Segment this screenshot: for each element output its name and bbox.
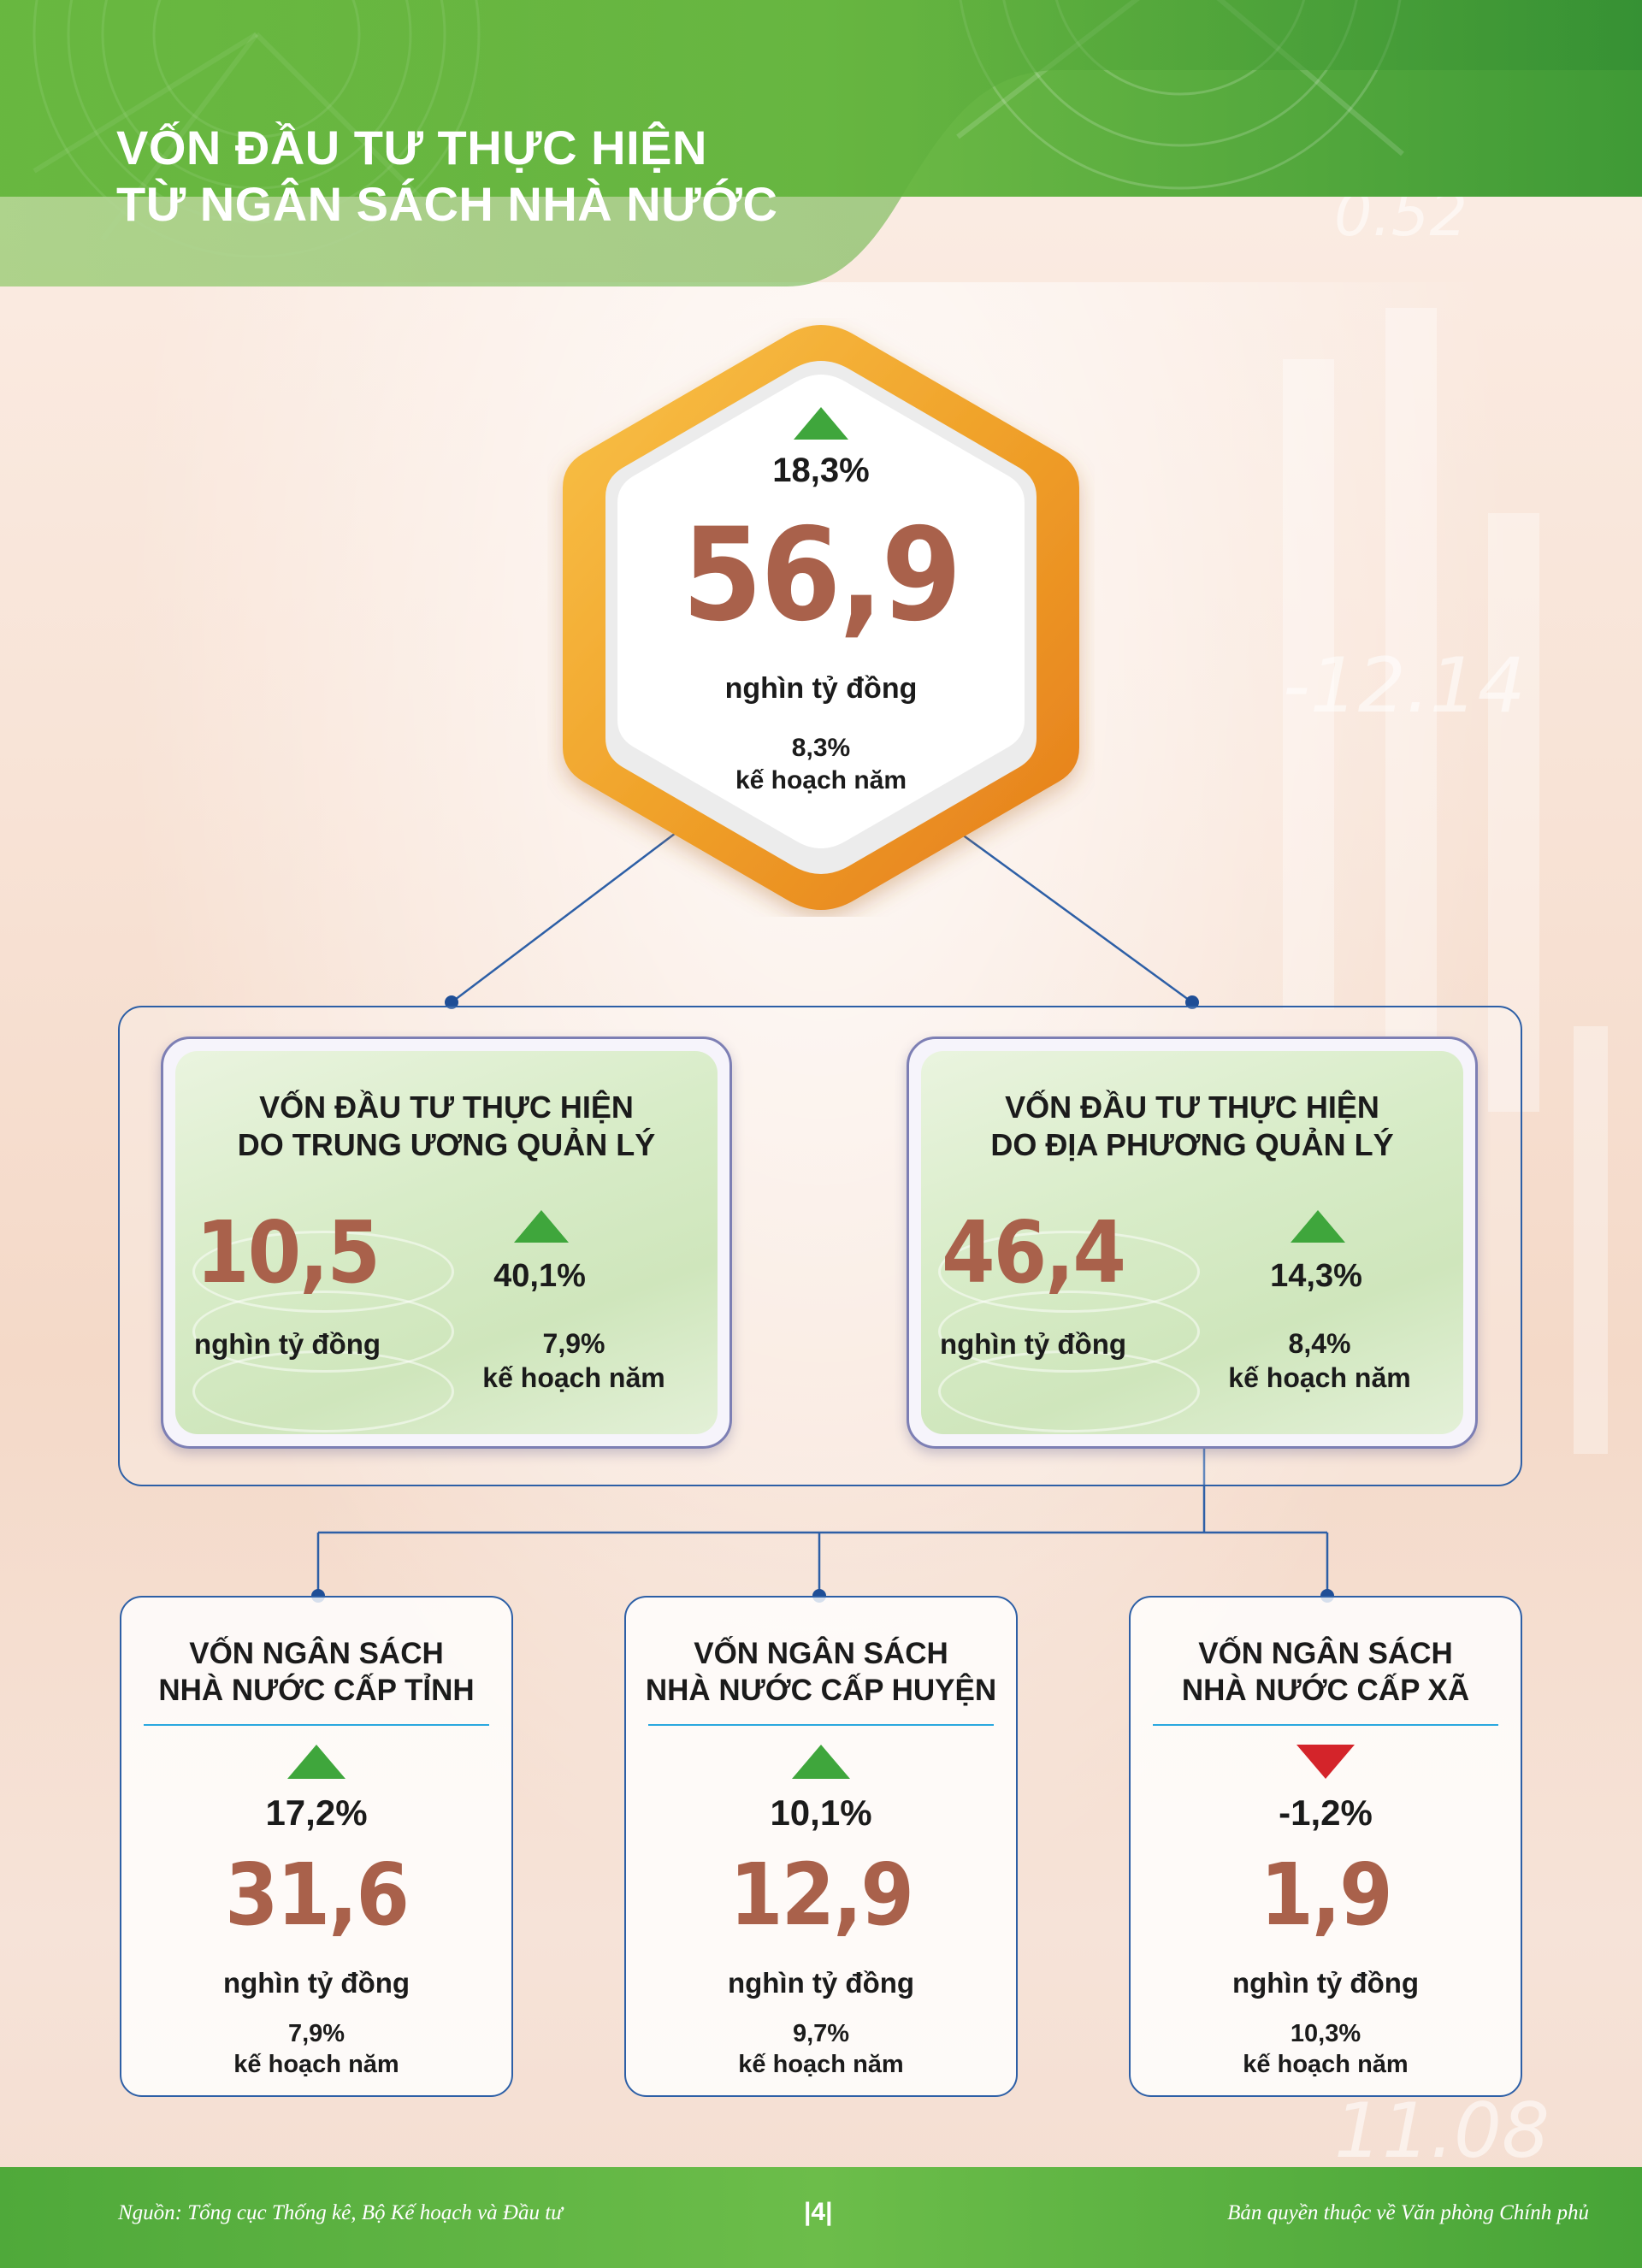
box-title-line1: VỐN NGÂN SÁCH — [694, 1637, 948, 1670]
trend-up-icon — [1291, 1210, 1345, 1243]
box-title-line2: NHÀ NƯỚC CẤP TỈNH — [158, 1674, 475, 1707]
local-change: 14,3% — [1270, 1258, 1362, 1294]
background-bar — [1385, 308, 1437, 1078]
card-background — [175, 1051, 718, 1434]
commune-plan-pct: 10,3% — [1290, 2020, 1361, 2047]
total-unit: nghìn tỷ đồng — [724, 672, 918, 705]
card-title-line1: VỐN ĐẦU TƯ THỰC HIỆN — [1005, 1090, 1379, 1125]
commune-plan-label: kế hoạch năm — [1243, 2051, 1409, 2078]
trend-up-icon — [287, 1745, 346, 1779]
central-plan: 7,9% kế hoạch năm — [471, 1326, 676, 1395]
background-number: -12.14 — [1283, 641, 1526, 729]
box-title: VỐN NGÂN SÁCH NHÀ NƯỚC CẤP TỈNH — [121, 1635, 511, 1709]
trend-up-icon — [794, 407, 848, 440]
hexagon-shape — [563, 325, 1079, 910]
local-plan: 8,4% kế hoạch năm — [1217, 1326, 1422, 1395]
district-unit: nghìn tỷ đồng — [727, 1967, 915, 1999]
local-plan-pct: 8,4% — [1288, 1328, 1351, 1359]
card-title: VỐN ĐẦU TƯ THỰC HIỆN DO ĐỊA PHƯƠNG QUẢN … — [909, 1089, 1475, 1164]
page-header: VỐN ĐẦU TƯ THỰC HIỆN TỪ NGÂN SÁCH NHÀ NƯ… — [0, 0, 1642, 286]
province-plan-label: kế hoạch năm — [233, 2051, 399, 2078]
box-title: VỐN NGÂN SÁCH NHÀ NƯỚC CẤP HUYỆN — [626, 1635, 1016, 1709]
central-unit: nghìn tỷ đồng — [193, 1328, 381, 1360]
total-change: 18,3% — [772, 452, 870, 489]
district-change: 10,1% — [770, 1793, 872, 1833]
total-plan-pct: 8,3% — [791, 734, 851, 762]
district-level-box: VỐN NGÂN SÁCH NHÀ NƯỚC CẤP HUYỆN 10,1% 1… — [624, 1596, 1018, 2097]
background-number: 11.08 — [1334, 2087, 1550, 2175]
trend-up-icon — [792, 1745, 850, 1779]
coin-decoration — [938, 1350, 1200, 1432]
background-bar — [1574, 1026, 1608, 1454]
card-title: VỐN ĐẦU TƯ THỰC HIỆN DO TRUNG ƯƠNG QUẢN … — [163, 1089, 729, 1164]
card-background — [921, 1051, 1463, 1434]
card-title-line1: VỐN ĐẦU TƯ THỰC HIỆN — [259, 1090, 634, 1125]
province-value: 31,6 — [225, 1845, 410, 1945]
central-management-card: VỐN ĐẦU TƯ THỰC HIỆN DO TRUNG ƯƠNG QUẢN … — [161, 1037, 732, 1449]
card-title-line2: DO ĐỊA PHƯƠNG QUẢN LÝ — [990, 1127, 1394, 1162]
page-footer: Nguồn: Tổng cục Thống kê, Bộ Kế hoạch và… — [0, 2167, 1642, 2268]
box-title-line2: NHÀ NƯỚC CẤP XÃ — [1181, 1674, 1470, 1707]
province-change: 17,2% — [265, 1793, 368, 1833]
district-plan-label: kế hoạch năm — [738, 2051, 904, 2078]
coin-decoration — [192, 1350, 454, 1432]
central-value: 10,5 — [196, 1202, 381, 1302]
province-plan: 7,9% kế hoạch năm — [121, 2018, 511, 2080]
total-plan-label: kế hoạch năm — [735, 766, 907, 794]
commune-value: 1,9 — [1260, 1845, 1392, 1945]
central-plan-label: kế hoạch năm — [482, 1362, 665, 1393]
box-title: VỐN NGÂN SÁCH NHÀ NƯỚC CẤP XÃ — [1131, 1635, 1521, 1709]
central-change: 40,1% — [493, 1258, 586, 1294]
commune-level-box: VỐN NGÂN SÁCH NHÀ NƯỚC CẤP XÃ -1,2% 1,9 … — [1129, 1596, 1522, 2097]
total-plan: 8,3% kế hoạch năm — [547, 732, 1095, 797]
divider — [648, 1724, 994, 1726]
local-unit: nghìn tỷ đồng — [939, 1328, 1127, 1360]
commune-change: -1,2% — [1279, 1793, 1373, 1833]
total-hexagon: 18,3% 56,9 nghìn tỷ đồng 8,3% kế hoạch n… — [547, 318, 1095, 917]
trend-up-icon — [514, 1210, 569, 1243]
district-value: 12,9 — [729, 1845, 914, 1945]
commune-plan: 10,3% kế hoạch năm — [1131, 2018, 1521, 2080]
total-value: 56,9 — [682, 501, 962, 650]
copyright-note: Bản quyền thuộc về Văn phòng Chính phủ — [1227, 2201, 1589, 2224]
page-title-line2: TỪ NGÂN SÁCH NHÀ NƯỚC — [116, 177, 778, 231]
district-plan-pct: 9,7% — [792, 2020, 850, 2047]
trend-down-icon — [1296, 1745, 1355, 1779]
header-wave — [0, 0, 1642, 286]
background-bar — [1283, 359, 1334, 1009]
source-note: Nguồn: Tổng cục Thống kê, Bộ Kế hoạch và… — [118, 2201, 563, 2224]
page-title: VỐN ĐẦU TƯ THỰC HIỆN TỪ NGÂN SÁCH NHÀ NƯ… — [116, 120, 777, 233]
commune-unit: nghìn tỷ đồng — [1232, 1967, 1420, 1999]
province-unit: nghìn tỷ đồng — [222, 1967, 410, 1999]
box-title-line2: NHÀ NƯỚC CẤP HUYỆN — [645, 1674, 997, 1707]
divider — [144, 1724, 489, 1726]
total-hexagon-content: 18,3% 56,9 nghìn tỷ đồng 8,3% kế hoạch n… — [547, 318, 1095, 917]
province-plan-pct: 7,9% — [287, 2020, 346, 2047]
local-management-card: VỐN ĐẦU TƯ THỰC HIỆN DO ĐỊA PHƯƠNG QUẢN … — [907, 1037, 1478, 1449]
page-title-line1: VỐN ĐẦU TƯ THỰC HIỆN — [116, 121, 707, 174]
province-level-box: VỐN NGÂN SÁCH NHÀ NƯỚC CẤP TỈNH 17,2% 31… — [120, 1596, 513, 2097]
box-title-line1: VỐN NGÂN SÁCH — [189, 1637, 444, 1670]
central-plan-pct: 7,9% — [542, 1328, 605, 1359]
box-title-line1: VỐN NGÂN SÁCH — [1198, 1637, 1453, 1670]
local-plan-label: kế hoạch năm — [1228, 1362, 1411, 1393]
card-title-line2: DO TRUNG ƯƠNG QUẢN LÝ — [237, 1127, 656, 1162]
divider — [1153, 1724, 1498, 1726]
local-value: 46,4 — [942, 1202, 1126, 1302]
page-number: |4| — [804, 2198, 833, 2226]
district-plan: 9,7% kế hoạch năm — [626, 2018, 1016, 2080]
